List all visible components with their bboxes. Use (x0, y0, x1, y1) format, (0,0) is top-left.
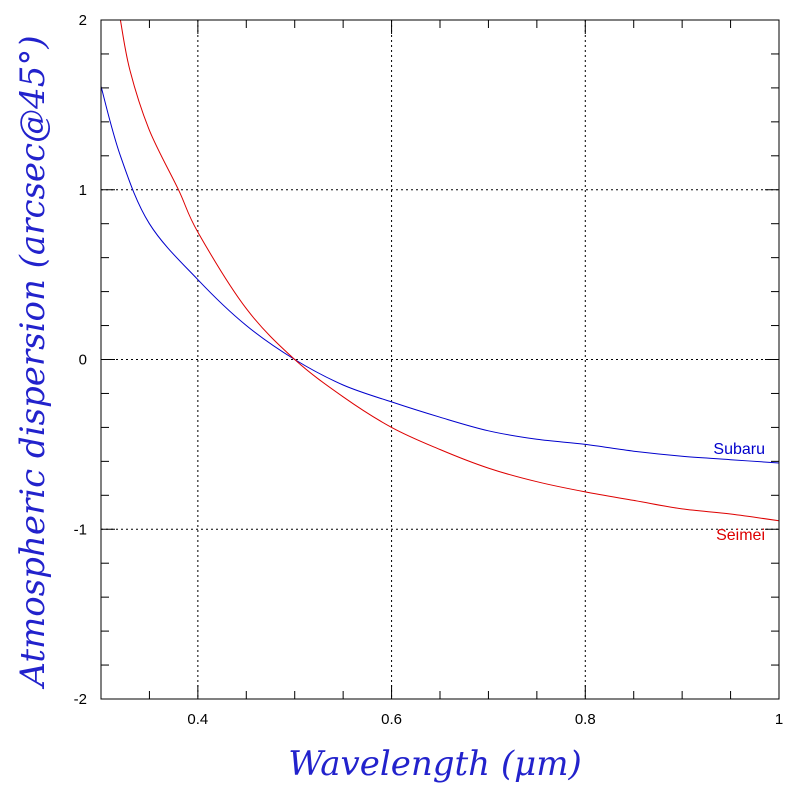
x-tick-label: 1 (775, 711, 783, 728)
x-axis-title: Wavelength (μm) (288, 744, 581, 784)
series-line-subaru (100, 86, 780, 464)
series-label-layer: Subaru Seimei (713, 441, 765, 544)
y-tick-label: -1 (74, 521, 87, 538)
grid-layer (101, 20, 779, 699)
tick-label-layer: 0.4 0.6 0.8 1 2 1 0 -1 -2 (74, 12, 784, 728)
x-tick-label: 0.6 (381, 711, 402, 728)
y-tick-label: 2 (79, 12, 87, 29)
x-tick-label: 0.8 (575, 711, 596, 728)
y-axis-title: Atmospheric dispersion (arcsec@45°) (13, 35, 53, 689)
y-tick-label: 1 (79, 182, 87, 199)
series-layer (100, 19, 780, 522)
x-tick-label: 0.4 (187, 711, 208, 728)
y-tick-label: 0 (79, 352, 87, 369)
series-label-seimei: Seimei (716, 527, 765, 544)
y-tick-label: -2 (74, 691, 87, 708)
series-label-subaru: Subaru (713, 441, 765, 458)
series-line-seimei (119, 19, 780, 522)
frame-layer (100, 19, 780, 700)
